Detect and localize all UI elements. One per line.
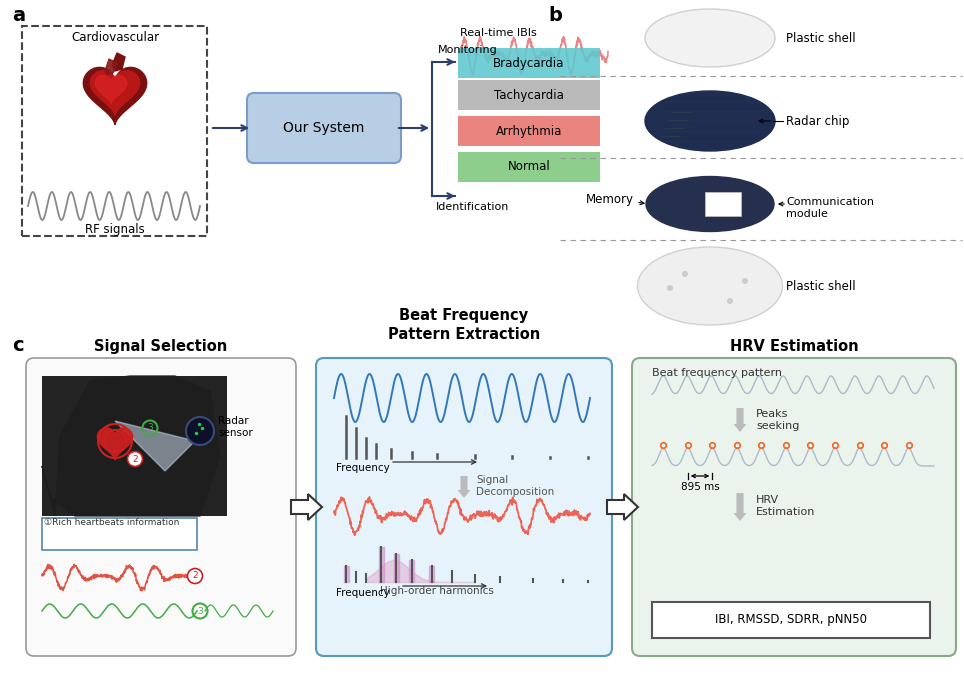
FancyArrow shape <box>458 476 470 498</box>
FancyBboxPatch shape <box>26 358 296 656</box>
Polygon shape <box>42 376 220 516</box>
Text: Frequency: Frequency <box>336 463 389 473</box>
Text: Memory: Memory <box>586 193 634 206</box>
Text: Beat frequency pattern: Beat frequency pattern <box>652 368 782 378</box>
Text: 3: 3 <box>197 606 202 616</box>
FancyBboxPatch shape <box>632 358 956 656</box>
Text: ①Rich heartbeats information: ①Rich heartbeats information <box>44 518 179 527</box>
Polygon shape <box>105 59 117 75</box>
FancyArrow shape <box>734 408 746 432</box>
Bar <box>42 376 227 516</box>
Polygon shape <box>91 70 140 115</box>
Text: c: c <box>12 336 24 355</box>
Circle shape <box>188 569 202 583</box>
Text: Identification: Identification <box>436 202 509 212</box>
Text: Real-time IBIs: Real-time IBIs <box>460 28 537 38</box>
FancyBboxPatch shape <box>316 358 612 656</box>
FancyArrow shape <box>734 493 746 521</box>
Text: Plastic shell: Plastic shell <box>786 32 856 45</box>
Circle shape <box>186 417 214 445</box>
Text: Frequency: Frequency <box>336 588 389 598</box>
Text: Arrhythmia: Arrhythmia <box>495 124 562 137</box>
Text: Monitoring: Monitoring <box>438 45 497 55</box>
Text: Communication
module: Communication module <box>786 197 874 219</box>
Text: Plastic shell: Plastic shell <box>786 279 856 293</box>
Ellipse shape <box>645 9 775 67</box>
Text: Radar
sensor: Radar sensor <box>218 416 253 437</box>
Text: HRV Estimation: HRV Estimation <box>730 339 858 354</box>
Text: Cardiovascular: Cardiovascular <box>71 31 159 44</box>
Text: Tachycardia: Tachycardia <box>495 89 564 101</box>
Bar <box>652 602 930 638</box>
Text: Normal: Normal <box>508 160 550 174</box>
Text: 895 ms: 895 ms <box>681 482 719 492</box>
Circle shape <box>667 285 673 291</box>
Circle shape <box>727 298 733 304</box>
Polygon shape <box>112 53 125 71</box>
Text: 3: 3 <box>147 423 153 433</box>
Text: Beat Frequency
Pattern Extraction: Beat Frequency Pattern Extraction <box>388 308 540 342</box>
Bar <box>458 48 600 78</box>
Text: High-order harmonics: High-order harmonics <box>380 586 494 596</box>
Polygon shape <box>83 68 147 124</box>
Circle shape <box>682 271 688 277</box>
Text: IBI, RMSSD, SDRR, pNN50: IBI, RMSSD, SDRR, pNN50 <box>715 614 867 627</box>
FancyArrow shape <box>291 494 322 520</box>
Bar <box>458 116 600 146</box>
FancyArrow shape <box>607 494 638 520</box>
Text: a: a <box>12 6 25 25</box>
Text: Our System: Our System <box>283 121 364 135</box>
Polygon shape <box>95 75 127 104</box>
Bar <box>22 26 207 236</box>
Circle shape <box>127 452 143 466</box>
Polygon shape <box>115 421 195 471</box>
Bar <box>42 518 197 550</box>
Bar <box>458 152 600 182</box>
FancyBboxPatch shape <box>247 93 401 163</box>
Text: Peaks
seeking: Peaks seeking <box>756 409 799 431</box>
Text: 2: 2 <box>192 571 198 581</box>
Ellipse shape <box>646 176 774 231</box>
Circle shape <box>742 278 748 284</box>
Text: Signal
Decomposition: Signal Decomposition <box>476 475 554 498</box>
Ellipse shape <box>645 91 775 151</box>
Text: Signal Selection: Signal Selection <box>94 339 228 354</box>
Text: Radar chip: Radar chip <box>786 114 849 128</box>
Text: b: b <box>548 6 562 25</box>
Ellipse shape <box>637 247 783 325</box>
Text: HRV
Estimation: HRV Estimation <box>756 495 816 517</box>
Bar <box>705 192 741 216</box>
Text: Bradycardia: Bradycardia <box>494 57 565 70</box>
Bar <box>458 80 600 110</box>
Text: 2: 2 <box>132 454 138 464</box>
Text: RF signals: RF signals <box>85 223 145 236</box>
Polygon shape <box>97 428 133 460</box>
